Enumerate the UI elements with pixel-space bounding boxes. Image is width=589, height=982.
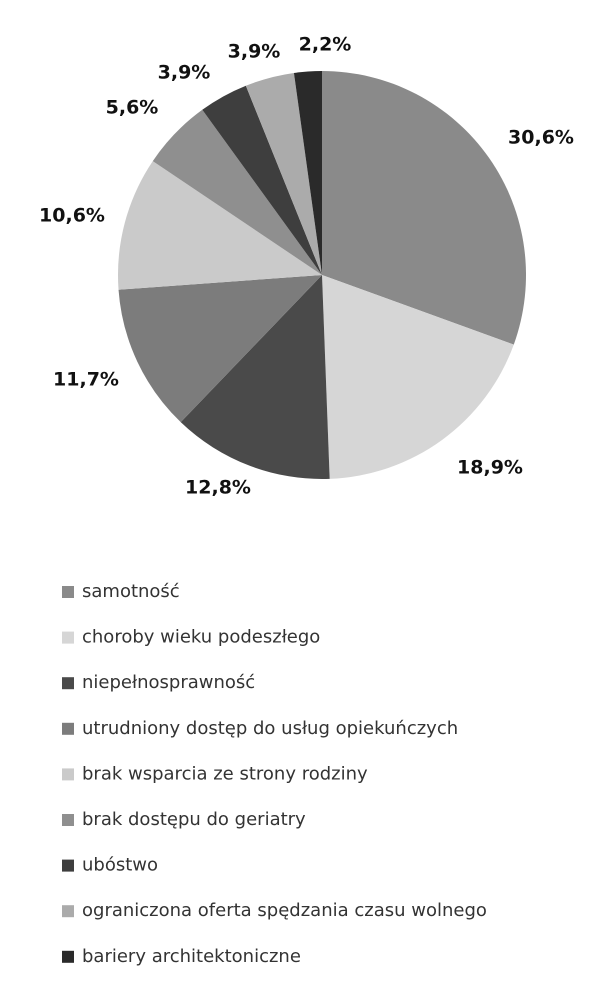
legend-swatch	[62, 950, 74, 963]
legend-label: utrudniony dostęp do usług opiekuńczych	[82, 718, 458, 739]
data-label: 3,9%	[158, 62, 211, 84]
pie-slice	[322, 275, 514, 479]
data-label: 10,6%	[39, 205, 105, 227]
legend-swatch	[62, 631, 74, 644]
pie-slice	[245, 72, 322, 276]
data-label: 12,8%	[185, 477, 251, 499]
legend-swatch	[62, 677, 74, 690]
legend-label: niepełnosprawność	[82, 672, 255, 693]
legend-label: bariery architektoniczne	[82, 946, 301, 967]
legend-swatch	[62, 814, 74, 826]
data-label: 18,9%	[457, 457, 523, 479]
legend-label: brak wsparcia ze strony rodziny	[82, 763, 368, 784]
legend-label: samotność	[82, 581, 180, 602]
pie-slice	[293, 71, 322, 275]
pie-slice	[180, 275, 330, 479]
pie-slice	[118, 161, 322, 290]
legend-label: ograniczona oferta spędzania czasu wolne…	[82, 900, 487, 921]
data-label: 2,2%	[299, 34, 352, 56]
pie-slice	[322, 71, 526, 345]
legend-swatch	[62, 722, 74, 735]
legend-swatch	[62, 586, 74, 598]
legend-label: ubóstwo	[82, 855, 158, 876]
legend-label: brak dostępu do geriatry	[82, 809, 306, 830]
pie-slice	[118, 275, 323, 423]
legend-swatch	[62, 768, 74, 781]
data-label: 3,9%	[228, 41, 281, 63]
legend-swatch	[62, 905, 74, 918]
pie-slice	[202, 85, 322, 275]
data-label: 30,6%	[508, 127, 574, 149]
pie-slice	[152, 109, 322, 276]
legend-swatch	[62, 859, 74, 872]
data-label: 11,7%	[53, 369, 119, 391]
legend-label: choroby wieku podeszłego	[82, 627, 320, 648]
data-label: 5,6%	[106, 97, 159, 119]
